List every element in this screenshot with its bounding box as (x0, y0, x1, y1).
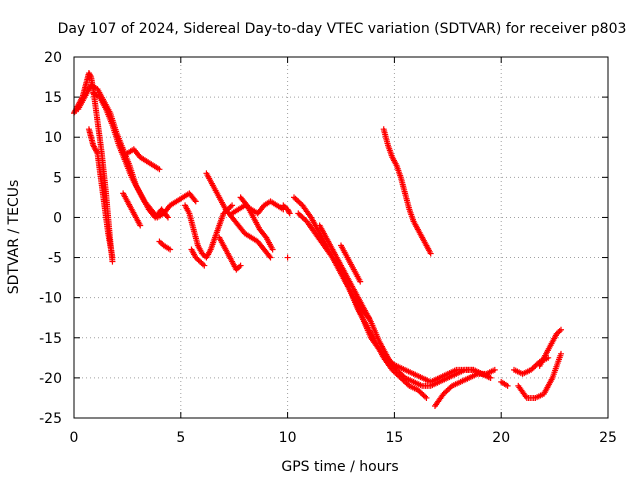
data-point (191, 197, 198, 204)
data-point (558, 326, 565, 333)
data-point (269, 246, 276, 253)
x-tick-label: 5 (176, 430, 185, 446)
data-point (558, 350, 565, 357)
data-point (423, 394, 430, 401)
data-point (156, 166, 163, 173)
x-tick-label: 10 (279, 430, 297, 446)
y-tick-label: -25 (39, 411, 62, 427)
data-point (163, 213, 170, 220)
y-axis-label: SDTVAR / TECUs (6, 180, 22, 295)
series-arc-9 (188, 246, 208, 269)
series-arc-23 (498, 378, 511, 389)
series-arc-2 (85, 126, 116, 261)
data-marks (71, 70, 565, 409)
data-point (262, 233, 269, 240)
x-tick-label: 0 (70, 430, 79, 446)
series-arc-26 (536, 326, 565, 369)
series-arc-11 (216, 234, 244, 273)
data-point (192, 198, 199, 205)
data-point (286, 210, 293, 217)
y-tick-label: 5 (53, 170, 62, 186)
y-tick-label: 10 (44, 130, 62, 146)
y-tick-label: -15 (39, 331, 62, 347)
plot-frame (73, 56, 609, 419)
data-point (93, 148, 100, 155)
data-point (365, 314, 372, 321)
data-point (167, 246, 174, 253)
chart-title: Day 107 of 2024, Sidereal Day-to-day VTE… (58, 21, 627, 37)
grid-layer (74, 57, 608, 418)
data-point (266, 253, 273, 260)
series-arc-25 (515, 350, 565, 401)
data-point (284, 254, 291, 261)
data-point (242, 201, 249, 208)
y-tick-label: -10 (39, 291, 62, 307)
y-tick-label: 15 (44, 90, 62, 106)
series-arc-4 (90, 90, 199, 221)
data-point (164, 214, 171, 221)
series-arc-19 (338, 242, 364, 285)
x-axis-label: GPS time / hours (281, 459, 398, 475)
y-tick-label: 20 (44, 50, 62, 66)
data-point (109, 254, 116, 261)
data-point (267, 254, 274, 261)
data-point (87, 72, 94, 79)
data-point (237, 262, 244, 269)
data-point (229, 202, 236, 209)
series-arc-13 (237, 194, 276, 253)
data-point (364, 313, 371, 320)
y-tick-label: 0 (53, 210, 62, 226)
data-point (286, 209, 293, 216)
data-point (427, 250, 434, 257)
y-tick-label: -20 (39, 371, 62, 387)
series-arc-10 (203, 170, 274, 261)
series-arc-18 (316, 222, 494, 389)
series-arc-21 (380, 126, 434, 257)
series-arc-6 (120, 190, 144, 229)
series-arc-15 (284, 254, 291, 261)
y-tick-label: -5 (48, 251, 62, 267)
series-arc-20 (352, 294, 372, 321)
series-arc-17 (295, 210, 430, 401)
series-arc-22 (431, 366, 498, 409)
x-tick-label: 20 (492, 430, 510, 446)
x-tick-label: 25 (599, 430, 617, 446)
series-arc-5 (124, 146, 163, 173)
data-point (357, 278, 364, 285)
x-tick-label: 15 (385, 430, 403, 446)
data-point (487, 374, 494, 381)
data-point (491, 366, 498, 373)
series-arc-8 (182, 202, 236, 261)
series-arc-7 (156, 238, 174, 253)
data-point (504, 382, 511, 389)
data-point (137, 222, 144, 229)
data-point (201, 262, 208, 269)
series-arc-14 (280, 202, 293, 217)
